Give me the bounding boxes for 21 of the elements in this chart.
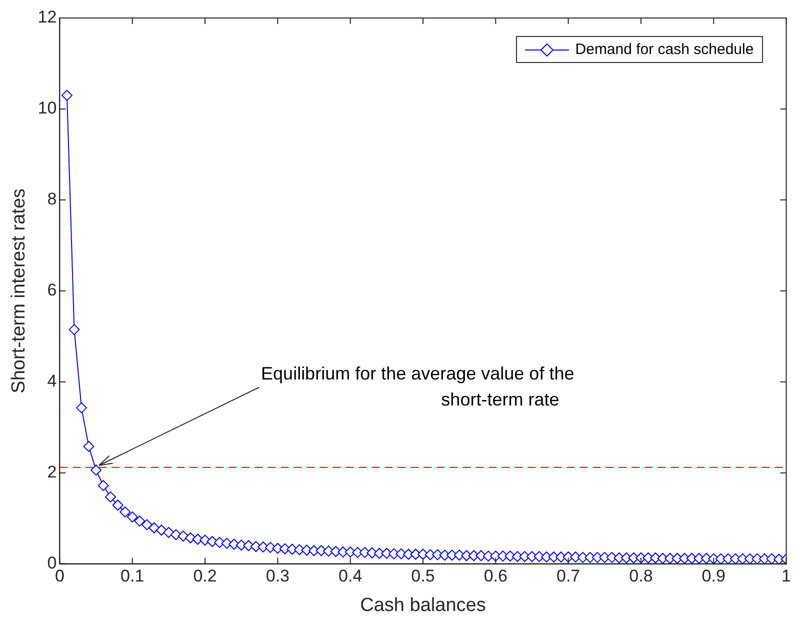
y-tick-label: 2 <box>47 462 57 482</box>
x-tick-label: 0.9 <box>702 566 726 586</box>
annotation: Equilibrium for the average value of the short-term rate <box>261 363 574 410</box>
x-axis-title: Cash balances <box>360 594 486 616</box>
x-tick-label: 0.2 <box>193 566 217 586</box>
y-tick-label: 0 <box>47 553 57 572</box>
y-tick-label: 6 <box>47 280 57 300</box>
x-tick-label: 0.5 <box>411 566 435 586</box>
y-tick-label: 8 <box>47 190 57 209</box>
legend-label: Demand for cash schedule <box>575 41 754 58</box>
x-tick-label: 0.8 <box>629 566 653 586</box>
x-tick-label: 0.1 <box>120 566 144 586</box>
x-tick-label: 0.3 <box>266 566 290 586</box>
x-tick-label: 0.7 <box>556 566 580 586</box>
x-tick-label: 0.6 <box>484 566 508 586</box>
x-tick-label: 1 <box>782 566 792 586</box>
y-tick-label: 4 <box>47 372 57 391</box>
y-axis-title: Short-term interest rates <box>8 188 30 394</box>
y-tick-label: 10 <box>38 98 57 118</box>
x-tick-label: 0.4 <box>338 566 362 586</box>
y-tick-label: 12 <box>38 8 57 27</box>
